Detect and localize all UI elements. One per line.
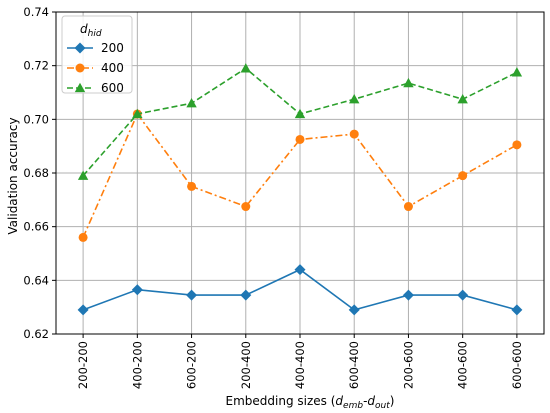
data-point [240,289,252,301]
x-tick-label: 200-200 [76,341,90,389]
x-tick-label: 600-400 [347,341,361,389]
x-tick-label: 200-400 [239,341,253,389]
data-point [403,77,414,88]
legend-title: dhid [80,22,102,39]
data-point [457,289,469,301]
data-point [349,129,359,139]
data-point [132,108,143,119]
x-axis-label-text: Embedding sizes ( [226,394,336,408]
y-axis: 0.62 0.64 0.66 0.68 0.70 0.72 0.74 [23,5,56,341]
data-point [294,264,306,276]
x-tick-label: 600-600 [510,341,524,389]
x-tick-label: 400-200 [130,341,144,389]
data-point [294,108,306,119]
data-point [295,134,305,144]
y-axis-label: Validation accuracy [6,117,20,234]
legend-title-d: d [80,22,88,36]
legend-label: 600 [101,81,124,95]
legend-label: 200 [101,41,124,55]
data-point [77,170,89,180]
data-point [403,202,413,212]
data-point [131,284,143,296]
legend-entry: 400 [67,61,124,75]
data-point [78,232,88,242]
data-point [511,304,523,316]
x-axis-label: Embedding sizes (demb-dout) [226,394,395,411]
x-tick-label: 200-600 [401,341,415,389]
y-tick-label: 0.66 [23,220,49,234]
data-point [457,94,468,104]
series-400 [78,109,522,242]
x-axis-label-sub2: out [375,401,390,411]
legend-box [61,15,133,94]
data-point [349,94,360,104]
legend-entry: 600 [67,81,124,95]
x-axis-label-close: ) [390,394,395,408]
legend-label: 400 [101,61,124,75]
y-tick-label: 0.62 [23,327,49,341]
data-point [77,304,89,316]
data-point [240,63,251,73]
x-tick-label: 400-600 [456,341,470,389]
y-tick-label: 0.68 [23,166,49,180]
data-point [458,171,468,181]
y-tick-label: 0.64 [23,273,49,287]
x-tick-label: 400-400 [293,341,307,389]
x-axis-label-d2: d [367,394,375,408]
data-point [241,202,251,212]
x-axis-label-sub1: emb [343,401,363,411]
data-point [186,98,197,108]
y-tick-label: 0.70 [23,112,49,126]
data-point [402,289,414,301]
data-point [511,67,523,77]
legend-items: 200 400 600 [67,41,124,95]
legend-entry: 200 [67,41,124,55]
legend-marker [74,42,86,54]
legend-marker [74,82,86,93]
y-tick-label: 0.72 [23,59,49,73]
series-line [82,112,518,238]
x-axis: 200-200 400-200 600-200 200-400 400-400 600-4… [76,334,524,389]
series-600 [77,63,523,180]
series-layer [77,63,523,316]
data-point [512,140,522,150]
series-200 [77,264,523,316]
data-point [187,181,197,191]
x-axis-label-d: d [335,394,343,408]
data-point [348,304,360,316]
x-axis-label-dash: - [363,394,367,408]
y-tick-label: 0.74 [23,5,49,19]
legend-title-sub: hid [88,29,102,39]
legend: dhid 200 400 600 [61,15,133,95]
data-point [186,289,198,301]
legend-marker [75,63,85,73]
x-tick-label: 600-200 [185,341,199,389]
